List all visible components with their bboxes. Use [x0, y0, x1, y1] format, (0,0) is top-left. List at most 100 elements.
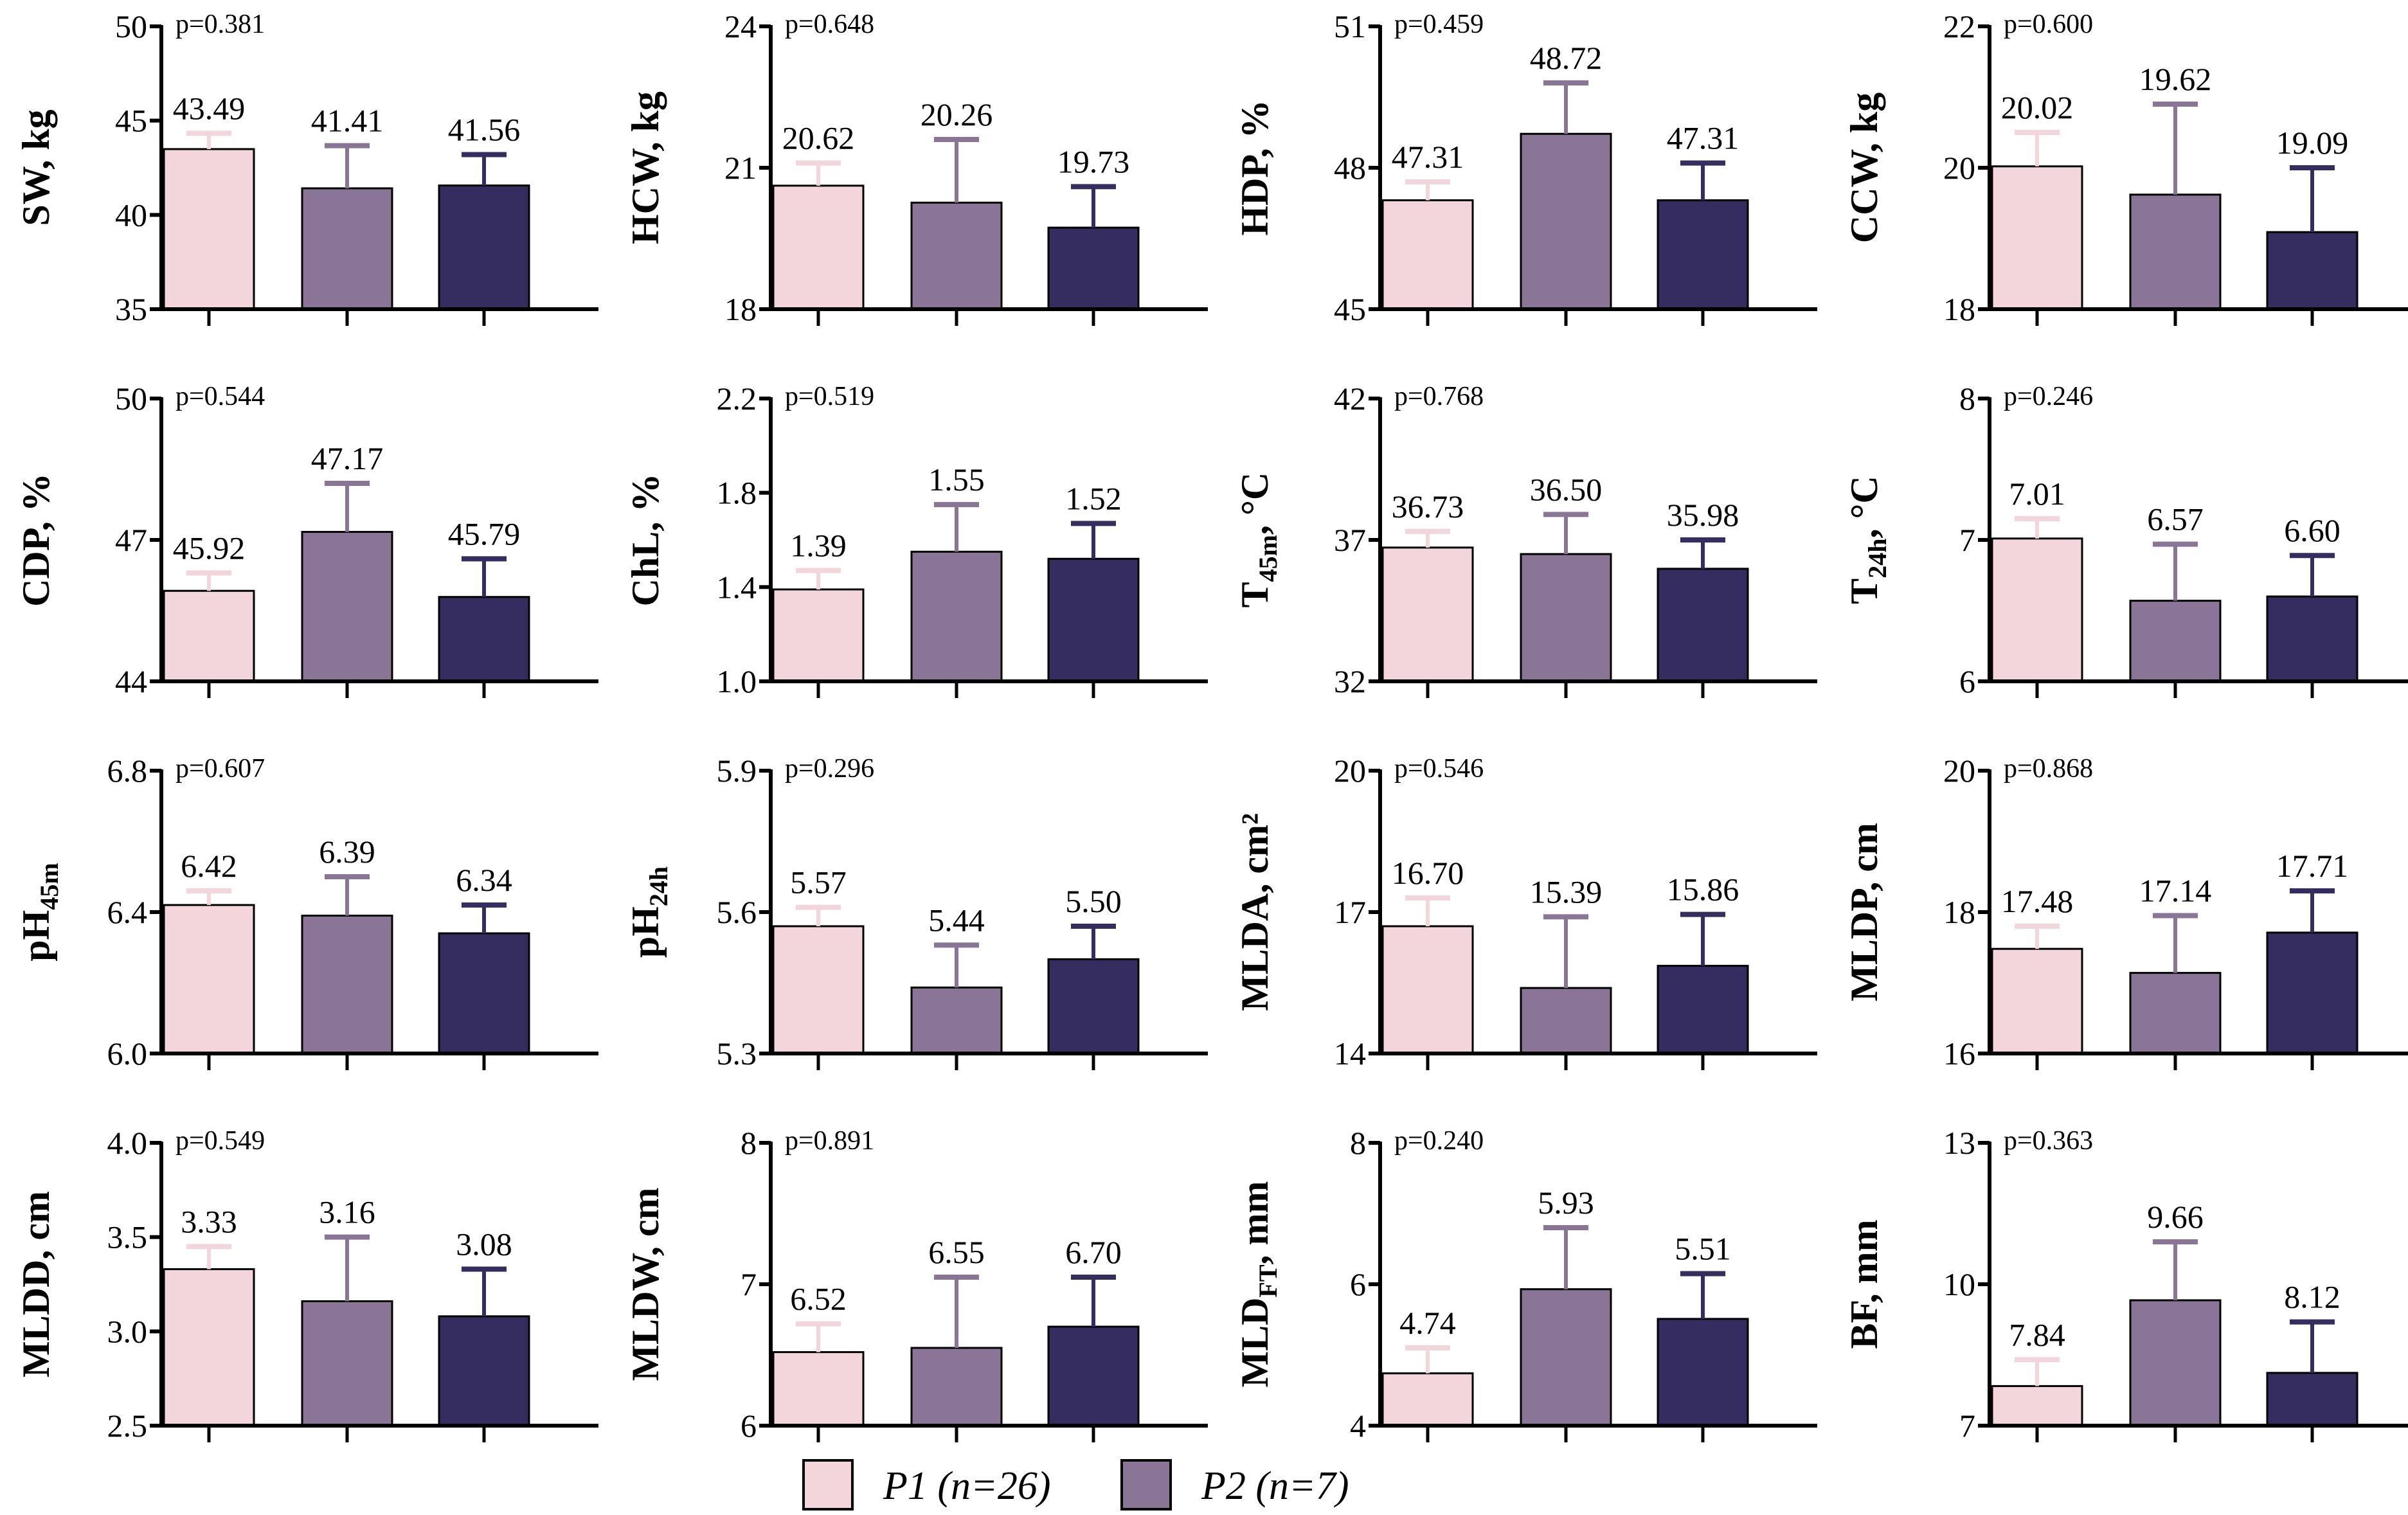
bar	[163, 148, 255, 310]
bar	[1657, 199, 1749, 310]
panel-6: 36.73 36.50 35.98 32 37 42 p=0.768 T45m, °C	[1234, 381, 1817, 699]
p-value: p=0.246	[2004, 382, 2093, 411]
y-tick-label: 10	[1943, 1266, 1975, 1302]
data-label: 17.71	[2276, 848, 2349, 884]
y-label-subscript: 45m	[35, 863, 64, 910]
y-tick-label: 14	[1334, 1035, 1366, 1071]
bar	[163, 589, 255, 683]
panel-11: 17.48 17.14 17.71 16 18 20 p=0.868 MLDP, cm	[1843, 753, 2408, 1071]
p-value: p=0.607	[175, 754, 265, 784]
y-tick-label: 20	[1334, 753, 1366, 789]
data-label: 48.72	[1530, 40, 1603, 76]
bar	[1047, 1325, 1140, 1427]
y-tick-label: 47	[115, 522, 147, 558]
data-label: 47.31	[1667, 120, 1739, 156]
bar	[301, 531, 393, 683]
y-label-main: SW, kg	[15, 109, 57, 226]
bar	[1991, 1385, 2083, 1427]
y-label-main: T	[1843, 578, 1885, 604]
bar	[910, 201, 1003, 310]
bar	[301, 187, 393, 310]
y-tick-label: 18	[724, 291, 757, 327]
y-tick-label: 7	[1959, 522, 1975, 558]
data-label: 47.17	[311, 440, 384, 476]
panel-2: 47.31 48.72 47.31 45 48 51 p=0.459 HDP, %	[1234, 8, 1817, 327]
y-tick-label: 18	[1943, 894, 1975, 930]
y-tick-label: 20	[1943, 150, 1975, 186]
p-value: p=0.363	[2004, 1126, 2093, 1156]
bar	[1657, 1318, 1749, 1427]
p-value: p=0.891	[785, 1126, 874, 1156]
legend-swatch-2	[1120, 1459, 1172, 1511]
bar	[2266, 931, 2359, 1055]
y-tick-label: 7	[741, 1266, 757, 1302]
y-label-unit: , °C	[1234, 472, 1276, 535]
y-axis-label: T45m, °C	[1234, 472, 1282, 608]
bar	[2129, 972, 2222, 1055]
data-label: 17.14	[2139, 873, 2212, 909]
bar	[438, 932, 530, 1055]
y-axis-label: HCW, kg	[624, 91, 667, 244]
data-label: 5.44	[928, 902, 985, 938]
bar	[1520, 1288, 1612, 1427]
y-tick-label: 17	[1334, 894, 1366, 930]
y-label-main: HCW, kg	[624, 91, 667, 244]
y-label-main: pH	[15, 910, 57, 962]
p-value: p=0.296	[785, 754, 874, 784]
bar	[163, 1268, 255, 1427]
y-tick-label: 1.4	[717, 569, 757, 605]
y-tick-label: 8	[741, 1125, 757, 1161]
y-tick-label: 22	[1943, 8, 1975, 44]
y-tick-label: 40	[115, 197, 147, 233]
data-label: 20.62	[782, 120, 855, 156]
panel-9: 5.57 5.44 5.50 5.3 5.6 5.9 p=0.296 pH24h	[624, 753, 1208, 1071]
bar	[1381, 199, 1474, 310]
data-label: 36.50	[1530, 471, 1603, 507]
data-label: 45.79	[448, 515, 521, 551]
y-axis-label: CCW, kg	[1843, 93, 1885, 244]
data-label: 6.42	[181, 848, 237, 884]
panel-5: 1.39 1.55 1.52 1.0 1.4 1.8 2.2 p=0.519 ChL, %	[624, 381, 1208, 699]
data-label: 8.12	[2284, 1279, 2341, 1315]
data-label: 7.84	[2009, 1316, 2065, 1352]
y-label-main: MLDD, cm	[15, 1191, 57, 1377]
y-tick-label: 37	[1334, 522, 1366, 558]
data-label: 6.39	[319, 834, 375, 870]
data-label: 6.34	[456, 862, 512, 898]
panel-1: 20.62 20.26 19.73 18 21 24 p=0.648 HCW, kg	[624, 8, 1208, 327]
p-value: p=0.240	[1394, 1126, 1484, 1156]
bar	[1047, 226, 1140, 310]
data-label: 47.31	[1392, 139, 1464, 175]
p-value: p=0.546	[1394, 754, 1484, 784]
data-label: 3.16	[319, 1194, 375, 1230]
bar	[1520, 132, 1612, 310]
bar	[438, 596, 530, 683]
y-label-main: BF, mm	[1843, 1219, 1885, 1349]
bar	[910, 550, 1003, 683]
legend-label-1: P1 (n=26)	[883, 1464, 1051, 1508]
y-tick-label: 6.0	[107, 1035, 148, 1071]
data-label: 5.51	[1675, 1231, 1731, 1267]
y-tick-label: 42	[1334, 381, 1366, 417]
bar	[772, 1351, 865, 1427]
y-label-unit: , °C	[1843, 476, 1885, 538]
y-tick-label: 5.9	[717, 753, 757, 789]
data-label: 6.55	[928, 1234, 985, 1270]
bar	[1047, 958, 1140, 1055]
y-axis-label: ChL, %	[624, 474, 667, 607]
y-tick-label: 5.6	[717, 894, 757, 930]
legend: P1 (n=26) P2 (n=7)	[802, 1459, 1349, 1511]
data-label: 5.57	[790, 865, 847, 901]
data-label: 17.48	[2001, 883, 2074, 919]
y-label-unit: , mm	[1234, 1181, 1276, 1264]
y-axis-label: pH24h	[624, 866, 673, 958]
y-tick-label: 4	[1350, 1408, 1366, 1444]
data-label: 15.39	[1530, 874, 1603, 910]
bar	[1657, 568, 1749, 683]
y-tick-label: 7	[1959, 1408, 1975, 1444]
bar	[772, 184, 865, 310]
data-label: 20.02	[2001, 89, 2074, 125]
y-tick-label: 2.5	[107, 1408, 148, 1444]
bar	[2129, 1299, 2222, 1427]
y-label-main: T	[1234, 582, 1276, 607]
